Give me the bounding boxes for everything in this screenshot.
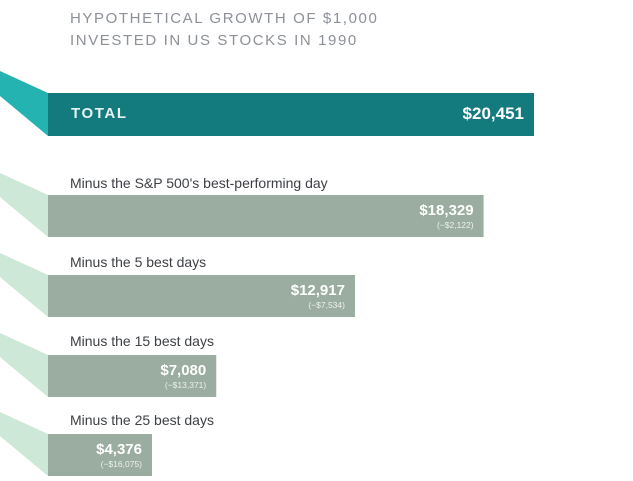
bar-value-minus-the-5-best-days: $12,917 — [290, 282, 345, 299]
bar-label-minus-the-s-p-500-s-best-performing-day: Minus the S&P 500's best-performing day — [70, 175, 328, 191]
bar-difference-minus-the-5-best-days: (−$7,534) — [308, 300, 345, 310]
bar-difference-minus-the-15-best-days: (−$13,371) — [164, 380, 207, 390]
bar-minus-the-5-best-days — [48, 275, 355, 317]
chart-title-line-2: INVESTED IN US STOCKS IN 1990 — [70, 32, 358, 49]
ribbon-minus-the-5-best-days — [0, 253, 48, 317]
bar-value-minus-the-s-p-500-s-best-performing-day: $18,329 — [419, 202, 474, 219]
ribbon-total — [0, 71, 48, 136]
ribbon-minus-the-s-p-500-s-best-performing-day — [0, 173, 48, 237]
bar-value-total: $20,451 — [462, 104, 524, 123]
bar-difference-minus-the-s-p-500-s-best-performing-day: (−$2,122) — [436, 220, 474, 230]
chart-title-line-1: HYPOTHETICAL GROWTH OF $1,000 — [70, 10, 379, 27]
bar-minus-the-15-best-days — [48, 355, 217, 397]
bar-value-minus-the-25-best-days: $4,376 — [96, 441, 142, 458]
bar-difference-minus-the-25-best-days: (−$16,075) — [100, 459, 142, 469]
bar-label-minus-the-15-best-days: Minus the 15 best days — [70, 333, 214, 349]
bar-minus-the-25-best-days — [48, 434, 152, 476]
bar-value-minus-the-15-best-days: $7,080 — [160, 362, 207, 379]
ribbon-minus-the-25-best-days — [0, 412, 48, 476]
bar-total — [48, 93, 534, 136]
bar-label-total: TOTAL — [71, 105, 128, 122]
bar-label-minus-the-5-best-days: Minus the 5 best days — [70, 254, 207, 270]
bar-label-minus-the-25-best-days: Minus the 25 best days — [70, 412, 214, 428]
bar-minus-the-s-p-500-s-best-performing-day — [48, 195, 484, 237]
ribbon-minus-the-15-best-days — [0, 333, 48, 397]
